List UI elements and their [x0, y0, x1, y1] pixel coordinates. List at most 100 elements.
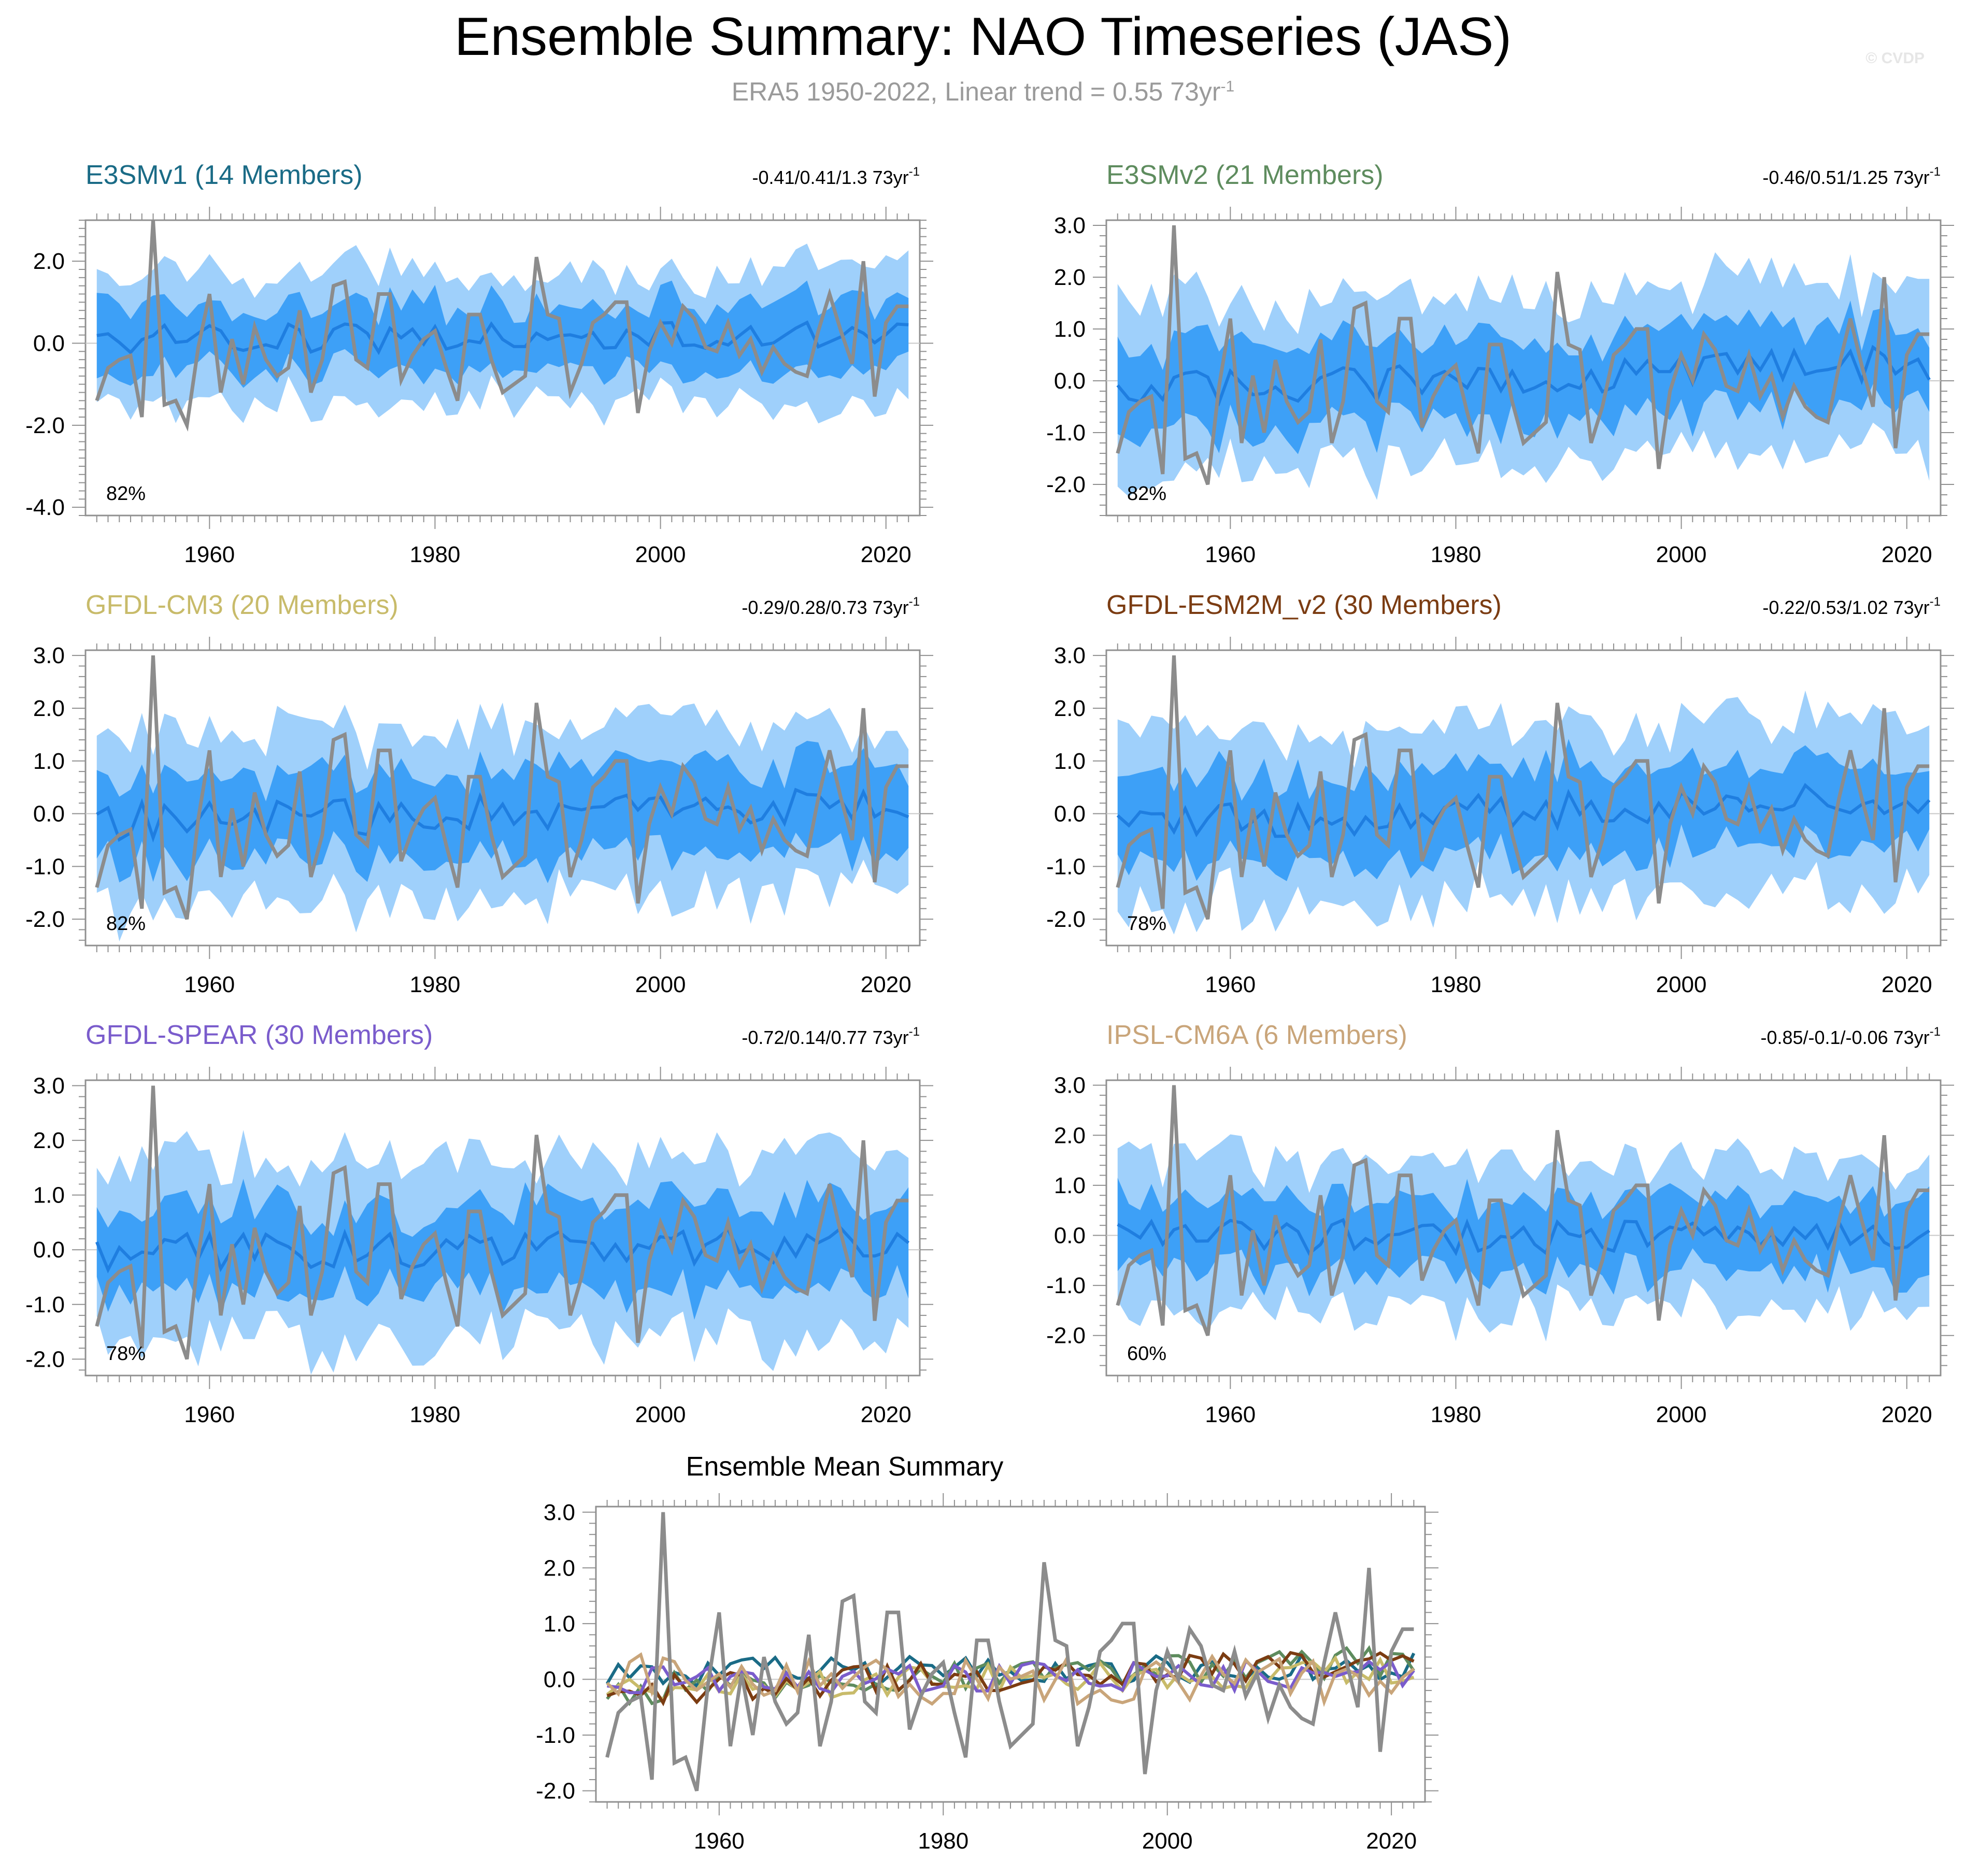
y-tick-label: -2.0: [1046, 1323, 1086, 1349]
y-tick-label: 2.0: [544, 1555, 575, 1581]
y-tick-label: 2.0: [33, 249, 65, 274]
panel-title: GFDL-ESM2M_v2 (30 Members): [1106, 590, 1502, 620]
y-tick-label: 3.0: [33, 1073, 65, 1099]
y-tick-label: -2.0: [536, 1778, 575, 1803]
trend-superscript: -1: [1930, 165, 1941, 179]
observed-line: [1116, 655, 1930, 920]
x-tick-label: 1960: [694, 1828, 745, 1854]
x-tick-label: 1980: [410, 972, 461, 997]
subtitle-superscript: -1: [1220, 78, 1235, 95]
spread-band-inner: [96, 280, 909, 388]
panel-title: E3SMv2 (21 Members): [1106, 160, 1384, 190]
x-tick-label: 2020: [1882, 972, 1932, 997]
y-tick-label: 3.0: [1054, 643, 1086, 668]
y-tick-label: -1.0: [25, 854, 65, 879]
chart-panel-1: -4.0 -2.0 0.0 2.0 1960 1980 2000 2020 E3SMv1 (14…: [25, 160, 933, 567]
x-tick-label: 2020: [861, 972, 911, 997]
chart-panel-5: -2.0 -1.0 0.0 1.0 2.0 3.0 1960 1980 2000 2020 GFDL…: [25, 1020, 933, 1427]
x-tick-label: 1960: [184, 1402, 235, 1427]
x-tick-label: 2000: [635, 1402, 686, 1427]
ensemble-mean-series-6: [606, 1652, 1415, 1707]
page-subtitle: ERA5 1950-2022, Linear trend = 0.55 73yr…: [0, 77, 1966, 107]
ensemble-mean-line: [1116, 783, 1931, 838]
panel-title: Ensemble Mean Summary: [686, 1452, 1004, 1482]
y-tick-label: 1.0: [1054, 317, 1086, 342]
x-tick-label: 2000: [635, 542, 686, 567]
x-tick-label: 2020: [1882, 1402, 1932, 1427]
copyright-label: © CVDP: [1865, 50, 1925, 67]
trend-value: -0.22/0.53/1.02 73yr: [1762, 597, 1929, 618]
page-title: Ensemble Summary: NAO Timeseries (JAS): [454, 7, 1512, 67]
y-tick-label: 2.0: [1054, 265, 1086, 290]
y-tick-label: -2.0: [1046, 907, 1086, 932]
y-tick-label: -2.0: [25, 907, 65, 932]
spread-band-inner: [1117, 739, 1930, 881]
observed-line: [95, 1085, 909, 1360]
y-tick-label: 2.0: [33, 1128, 65, 1153]
y-tick-label: -2.0: [1046, 472, 1086, 497]
x-tick-label: 2000: [1656, 972, 1707, 997]
y-tick-label: 2.0: [1054, 696, 1086, 721]
x-tick-label: 2000: [1656, 542, 1707, 567]
x-tick-label: 1980: [1431, 972, 1481, 997]
y-tick-label: -1.0: [536, 1723, 575, 1748]
observed-line: [605, 1512, 1414, 1792]
x-tick-label: 2020: [861, 542, 911, 567]
ensemble-mean-line: [1116, 345, 1931, 407]
y-tick-label: 0.0: [33, 1237, 65, 1263]
x-tick-label: 2020: [1366, 1828, 1417, 1854]
percent-label: 78%: [106, 1343, 146, 1365]
x-tick-label: 2000: [635, 972, 686, 997]
trend-label: -0.41/0.41/1.3 73yr-1: [752, 165, 920, 188]
trend-superscript: -1: [1930, 595, 1941, 609]
y-tick-label: -1.0: [1046, 1273, 1086, 1298]
ensemble-mean-line: [96, 787, 909, 843]
x-tick-label: 2000: [1656, 1402, 1707, 1427]
panel-title: GFDL-SPEAR (30 Members): [86, 1020, 433, 1050]
chart-panel-7: -2.0 -1.0 0.0 1.0 2.0 3.0 1960 1980 2000 2020 Ense…: [536, 1452, 1438, 1854]
y-tick-label: 1.0: [1054, 749, 1086, 774]
trend-label: -0.72/0.14/0.77 73yr-1: [742, 1025, 920, 1048]
percent-label: 82%: [1127, 483, 1166, 505]
y-tick-label: -2.0: [25, 413, 65, 438]
y-tick-label: 3.0: [544, 1500, 575, 1525]
observed-line: [95, 220, 909, 432]
trend-superscript: -1: [909, 1025, 920, 1039]
trend-superscript: -1: [909, 165, 920, 179]
x-tick-label: 1980: [410, 1402, 461, 1427]
observed-line: [1116, 1085, 1930, 1336]
spread-band-inner: [96, 1179, 909, 1320]
chart-panel-2: -2.0 -1.0 0.0 1.0 2.0 3.0 1960 1980 2000 2020 E3SM…: [1046, 160, 1954, 567]
y-tick-label: 0.0: [1054, 368, 1086, 394]
percent-label: 82%: [106, 913, 146, 935]
trend-value: -0.29/0.28/0.73 73yr: [742, 597, 908, 618]
x-tick-label: 2020: [861, 1402, 911, 1427]
percent-label: 78%: [1127, 913, 1166, 935]
y-tick-label: -4.0: [25, 495, 65, 520]
observed-line: [1116, 225, 1930, 485]
y-tick-label: 0.0: [33, 801, 65, 827]
subtitle-text: ERA5 1950-2022, Linear trend = 0.55 73yr: [731, 77, 1221, 106]
x-tick-label: 1980: [410, 542, 461, 567]
y-tick-label: 0.0: [1054, 801, 1086, 827]
x-tick-label: 2020: [1882, 542, 1932, 567]
trend-label: -0.85/-0.1/-0.06 73yr-1: [1760, 1025, 1941, 1048]
y-tick-label: -1.0: [1046, 420, 1086, 446]
spread-band-inner: [1117, 1178, 1930, 1297]
x-tick-label: 1980: [1431, 1402, 1481, 1427]
panel-title: E3SMv1 (14 Members): [86, 160, 363, 190]
trend-value: -0.46/0.51/1.25 73yr: [1762, 167, 1929, 188]
chart-panel-4: -2.0 -1.0 0.0 1.0 2.0 3.0 1960 1980 2000 2020 GFDL…: [1046, 590, 1954, 997]
y-tick-label: -1.0: [25, 1292, 65, 1318]
ensemble-mean-series-2: [606, 1645, 1415, 1707]
y-tick-label: 0.0: [33, 331, 65, 356]
x-tick-label: 1960: [184, 972, 235, 997]
x-tick-label: 1980: [1431, 542, 1481, 567]
chart-panel-6: -2.0 -1.0 0.0 1.0 2.0 3.0 1960 1980 2000 2020 IPSL…: [1046, 1020, 1954, 1427]
y-tick-label: 2.0: [1054, 1123, 1086, 1148]
percent-label: 82%: [106, 483, 146, 505]
y-tick-label: 1.0: [33, 749, 65, 774]
spread-band-inner: [1117, 300, 1930, 454]
x-tick-label: 2000: [1142, 1828, 1193, 1854]
